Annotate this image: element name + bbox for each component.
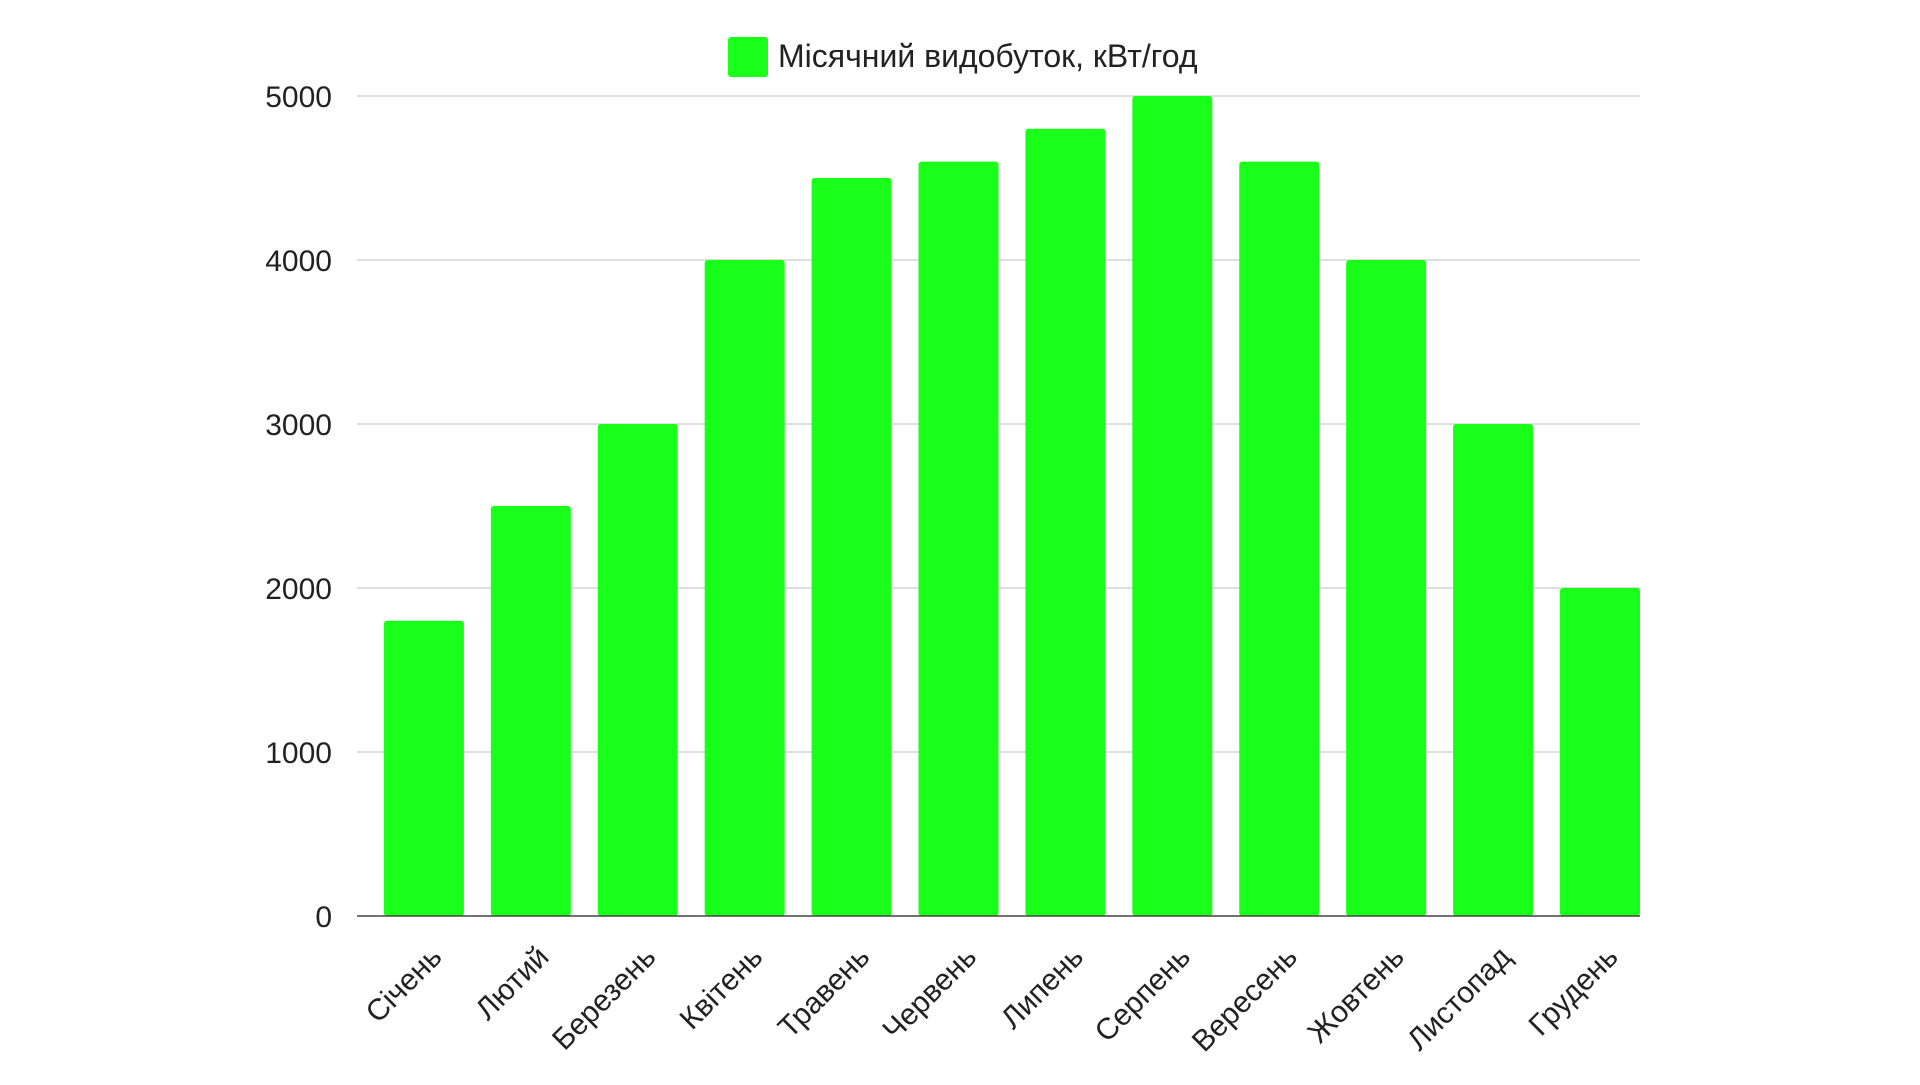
x-tick-label: Квітень	[674, 940, 770, 1036]
bar	[1239, 161, 1320, 917]
bars	[383, 96, 1640, 917]
x-tick-label: Грудень	[1523, 940, 1625, 1042]
legend: Місячний видобуток, кВт/год	[728, 37, 1198, 77]
y-axis-ticks: 0 1000 2000 3000 4000 5000	[265, 81, 332, 934]
bar	[1453, 424, 1534, 916]
legend-swatch	[728, 37, 768, 77]
legend-label: Місячний видобуток, кВт/год	[778, 38, 1198, 74]
x-tick-label: Листопад	[1401, 940, 1518, 1057]
bar	[1560, 588, 1640, 916]
y-tick-label: 4000	[265, 245, 332, 278]
x-tick-label: Жовтень	[1301, 940, 1410, 1049]
bar	[490, 506, 571, 916]
bar	[383, 620, 464, 916]
bar	[1346, 260, 1427, 916]
bar	[1132, 96, 1213, 916]
x-tick-label: Вересень	[1186, 940, 1304, 1058]
bar	[597, 424, 678, 916]
bar	[918, 161, 999, 917]
y-tick-label: 1000	[265, 737, 332, 770]
x-tick-label: Червень	[876, 940, 983, 1047]
bar	[1025, 128, 1106, 917]
y-tick-label: 5000	[265, 81, 332, 114]
x-tick-label: Травень	[772, 940, 876, 1044]
bar	[704, 260, 785, 916]
y-tick-label: 0	[315, 901, 332, 934]
y-tick-label: 3000	[265, 409, 332, 442]
x-tick-label: Липень	[995, 940, 1090, 1035]
y-tick-label: 2000	[265, 573, 332, 606]
bar	[811, 178, 892, 916]
x-tick-label: Січень	[360, 940, 449, 1029]
x-tick-label: Березень	[546, 940, 662, 1056]
x-tick-label: Серпень	[1089, 940, 1197, 1048]
x-tick-label: Лютий	[469, 940, 555, 1026]
